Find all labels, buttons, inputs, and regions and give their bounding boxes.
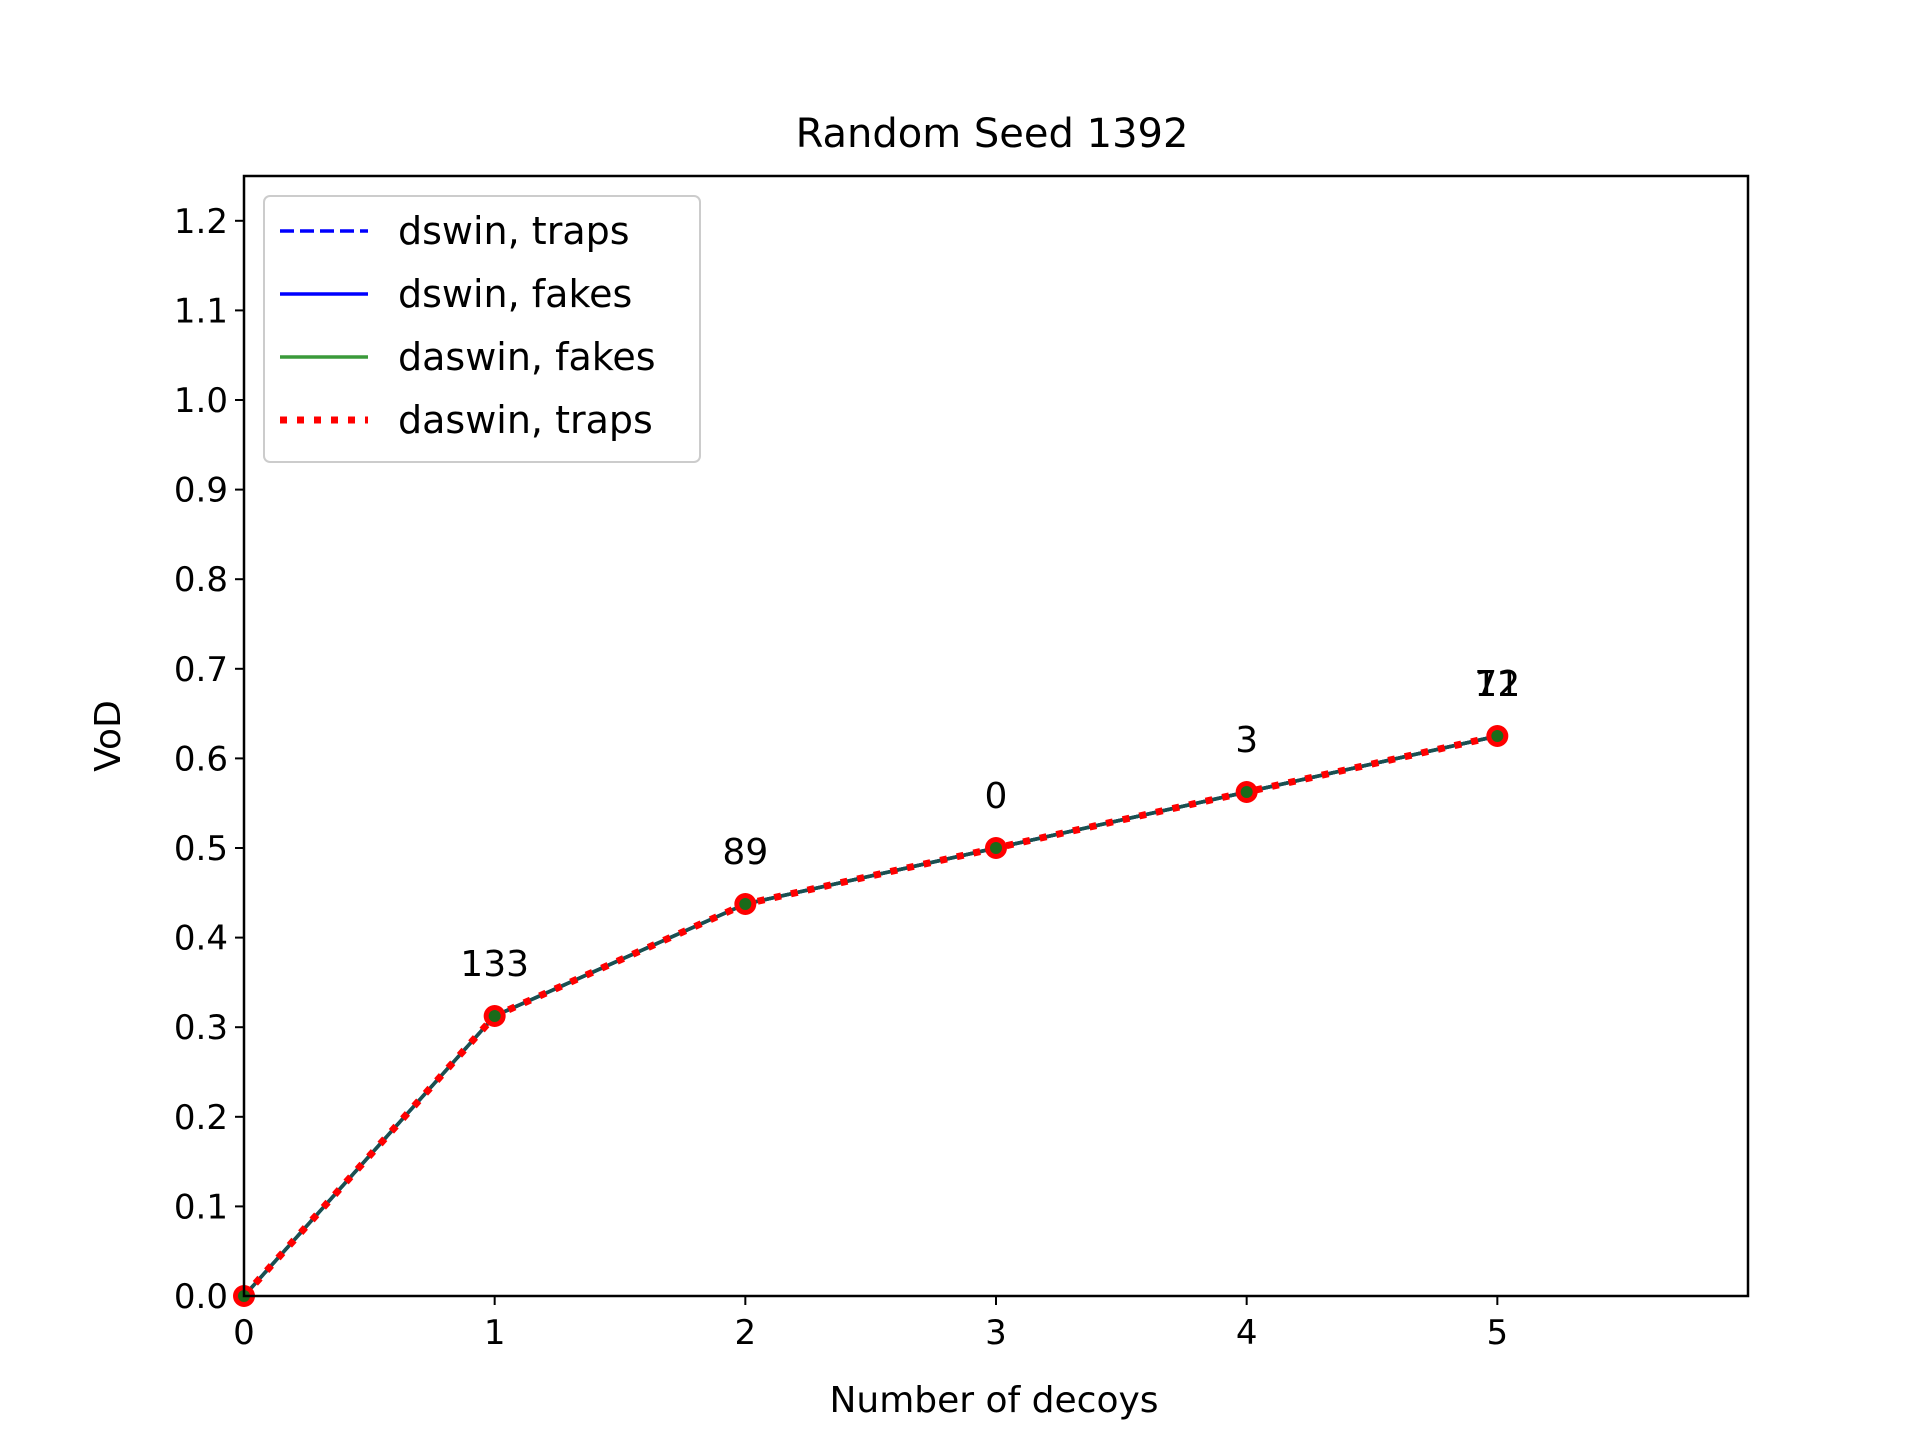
data-point-marker-inner	[990, 842, 1002, 854]
x-axis-label: Number of decoys	[829, 1380, 1158, 1421]
chart-title: Random Seed 1392	[796, 111, 1189, 157]
x-axis-ticks: 0 1 2 3 4 5	[233, 1296, 1508, 1353]
series-line-dswin-fakes	[242, 734, 1498, 1298]
series-line-daswin-traps	[241, 732, 1499, 1299]
x-tick-label: 0	[233, 1313, 255, 1353]
x-tick-label: 2	[735, 1313, 757, 1353]
legend-label: daswin, traps	[398, 398, 653, 442]
data-point-marker-inner	[1240, 786, 1253, 798]
y-tick-label: 0.7	[174, 650, 228, 690]
point-label: 133	[460, 944, 529, 985]
point-label: 89	[722, 832, 768, 873]
series-overlay-line	[242, 734, 1498, 1298]
x-tick-label: 5	[1487, 1313, 1509, 1353]
y-tick-label: 0.5	[174, 829, 228, 869]
y-tick-label: 0.0	[174, 1277, 228, 1317]
y-tick-label: 1.0	[174, 381, 228, 421]
y-tick-label: 1.2	[174, 202, 228, 242]
series-line-daswin-fakes	[242, 734, 1498, 1298]
y-tick-label: 0.4	[174, 919, 228, 959]
legend-label: dswin, traps	[398, 209, 630, 253]
x-tick-label: 1	[484, 1313, 506, 1353]
y-tick-label: 0.8	[174, 560, 228, 600]
plot-area	[233, 725, 1509, 1307]
plot-frame	[242, 174, 1750, 1298]
x-tick-label: 4	[1236, 1313, 1258, 1353]
point-label: 71	[1474, 664, 1520, 705]
legend-label: dswin, fakes	[398, 272, 632, 316]
y-tick-label: 0.3	[174, 1008, 228, 1048]
x-tick-label: 3	[985, 1313, 1007, 1353]
y-tick-label: 0.1	[174, 1187, 228, 1227]
y-axis-label: VoD	[88, 700, 129, 772]
legend: dswin, traps dswin, fakes daswin, fakes das…	[263, 195, 701, 463]
series-line-dswin-traps	[242, 734, 1498, 1298]
point-label: 3	[1235, 720, 1258, 761]
legend-frame	[263, 195, 701, 463]
data-point-marker-inner	[739, 898, 752, 910]
y-tick-label: 1.1	[174, 291, 228, 331]
y-tick-label: 0.2	[174, 1098, 228, 1138]
point-label: 0	[985, 776, 1008, 817]
data-point-marker-inner	[488, 1010, 501, 1022]
legend-label: daswin, fakes	[398, 335, 656, 379]
y-tick-label: 0.6	[174, 739, 228, 779]
y-tick-label: 0.9	[174, 471, 228, 511]
point-label: 12	[1474, 664, 1520, 705]
y-axis-ticks: 0.0 0.1 0.2 0.3 0.4 0.5 0.6 0.7 0.8 0.9 1.0 1.1 1.2	[174, 202, 244, 1317]
data-point-marker-inner	[1491, 730, 1504, 742]
